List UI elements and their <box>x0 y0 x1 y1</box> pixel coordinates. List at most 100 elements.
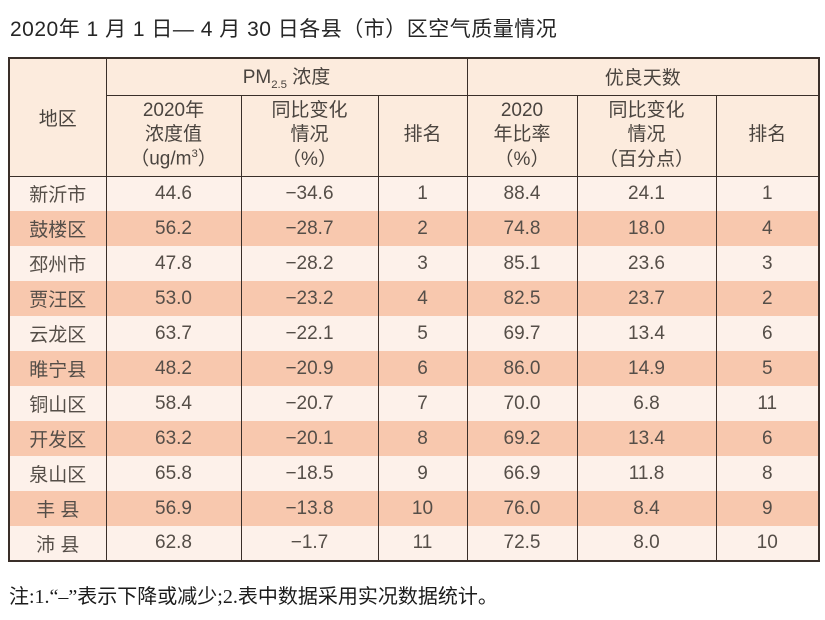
pm25-value-header: 2020年 浓度值 （ug/m3） <box>105 94 242 177</box>
region-cell: 云龙区 <box>8 316 107 351</box>
header-line: 情况 <box>627 124 666 146</box>
good-days-change-cell: 13.4 <box>576 421 717 456</box>
header-line: 浓度值 <box>144 124 202 146</box>
pm25-change-cell: −20.9 <box>240 351 379 386</box>
pm25-value-cell: 53.0 <box>105 281 242 316</box>
good-days-rank-cell: 1 <box>715 176 820 211</box>
good-days-rank-cell: 6 <box>715 421 820 456</box>
pm25-value-cell: 65.8 <box>105 456 242 491</box>
pm25-change-header: 同比变化 情况 （%） <box>240 94 379 177</box>
pm25-rank-cell: 3 <box>377 246 468 281</box>
page-title: 2020年 1 月 1 日— 4 月 30 日各县（市）区空气质量情况 <box>10 18 558 41</box>
good-days-rate-cell: 86.0 <box>466 351 578 386</box>
pm25-change-cell: −20.1 <box>240 421 379 456</box>
pm25-change-cell: −23.2 <box>240 281 379 316</box>
pm25-value-cell: 56.2 <box>105 211 242 246</box>
table-row: 新沂市 44.6 −34.6 1 88.4 24.1 1 <box>8 176 820 211</box>
table-row: 鼓楼区 56.2 −28.7 2 74.8 18.0 4 <box>8 211 820 246</box>
header-line: 2020年 <box>142 99 205 121</box>
pm25-subscript: 2.5 <box>271 79 288 92</box>
region-header-label: 地区 <box>38 108 77 130</box>
good-days-change-cell: 23.7 <box>576 281 717 316</box>
unit-superscript: 3 <box>191 148 198 161</box>
region-cell: 睢宁县 <box>8 351 107 386</box>
good-days-rank-cell: 9 <box>715 491 820 526</box>
table-row: 沛 县 62.8 −1.7 11 72.5 8.0 10 <box>8 526 820 561</box>
region-cell: 丰 县 <box>8 491 107 526</box>
column-header-row: 2020年 浓度值 （ug/m3） 同比变化 情况 （%） 排名 2020 年比… <box>9 94 820 177</box>
good-days-rate-cell: 82.5 <box>466 281 578 316</box>
region-cell: 鼓楼区 <box>8 211 107 246</box>
good-days-rank-cell: 4 <box>715 211 820 246</box>
region-cell: 沛 县 <box>8 526 107 561</box>
pm25-value-cell: 44.6 <box>105 176 242 211</box>
pm25-value-cell: 48.2 <box>105 351 242 386</box>
pm25-rank-cell: 9 <box>377 456 468 491</box>
pm25-change-cell: −22.1 <box>240 316 379 351</box>
pm25-rank-cell: 8 <box>377 421 468 456</box>
good-days-change-cell: 8.0 <box>576 526 717 561</box>
table-row: 贾汪区 53.0 −23.2 4 82.5 23.7 2 <box>8 281 820 316</box>
good-days-rate-header: 2020 年比率 （%） <box>466 94 578 177</box>
good-days-rate-cell: 74.8 <box>466 211 578 246</box>
good-days-rank-cell: 5 <box>715 351 820 386</box>
header-line: 同比变化 <box>271 100 348 122</box>
pm25-value-cell: 63.2 <box>105 421 242 456</box>
pm25-rank-cell: 1 <box>377 176 468 211</box>
good-days-rate-cell: 66.9 <box>466 456 578 491</box>
region-cell: 泉山区 <box>8 456 107 491</box>
good-days-group-header: 优良天数 <box>466 57 820 96</box>
good-days-rank-cell: 6 <box>715 316 820 351</box>
pm25-value-cell: 47.8 <box>105 246 242 281</box>
good-days-change-cell: 14.9 <box>576 351 717 386</box>
good-days-rank-cell: 10 <box>715 526 820 561</box>
good-days-change-cell: 13.4 <box>576 316 717 351</box>
pm25-rank-cell: 2 <box>377 211 468 246</box>
table-row: 云龙区 63.7 −22.1 5 69.7 13.4 6 <box>8 316 820 351</box>
air-quality-table: 地区 PM2.5 浓度 优良天数 2020年 浓度值 （ug/m3） 同比变化 … <box>8 57 820 562</box>
pm25-value-cell: 63.7 <box>105 316 242 351</box>
good-days-rank-cell: 8 <box>715 456 820 491</box>
good-days-rate-cell: 85.1 <box>466 246 578 281</box>
header-line: （%） <box>494 148 550 170</box>
pm25-change-cell: −20.7 <box>240 386 379 421</box>
good-days-rate-cell: 70.0 <box>466 386 578 421</box>
pm25-change-cell: −18.5 <box>240 456 379 491</box>
region-column-header: 地区 <box>8 57 107 177</box>
region-cell: 贾汪区 <box>8 281 107 316</box>
region-cell: 新沂市 <box>8 176 107 211</box>
table-row: 开发区 63.2 −20.1 8 69.2 13.4 6 <box>8 421 820 456</box>
good-days-change-cell: 18.0 <box>576 211 717 246</box>
good-days-rate-cell: 88.4 <box>466 176 578 211</box>
good-days-change-cell: 6.8 <box>576 386 717 421</box>
good-days-rank-cell: 3 <box>715 246 820 281</box>
table-row: 泉山区 65.8 −18.5 9 66.9 11.8 8 <box>8 456 820 491</box>
pm25-rank-header: 排名 <box>377 94 468 177</box>
unit-prefix: （ug/m <box>130 148 192 170</box>
good-days-rate-cell: 72.5 <box>466 526 578 561</box>
good-days-change-cell: 24.1 <box>576 176 717 211</box>
header-line: 年比率 <box>493 124 551 146</box>
good-days-rank-header: 排名 <box>715 94 820 177</box>
pm25-rank-cell: 10 <box>377 491 468 526</box>
pm25-rank-cell: 5 <box>377 316 468 351</box>
pm25-label-suffix: 浓度 <box>287 67 331 89</box>
pm25-rank-cell: 7 <box>377 386 468 421</box>
region-cell: 铜山区 <box>8 386 107 421</box>
header-line: （百分点） <box>598 148 694 170</box>
table-row: 邳州市 47.8 −28.2 3 85.1 23.6 3 <box>8 246 820 281</box>
pm25-group-header: PM2.5 浓度 <box>105 57 468 96</box>
good-days-rank-cell: 11 <box>715 386 820 421</box>
table-row: 丰 县 56.9 −13.8 10 76.0 8.4 9 <box>8 491 820 526</box>
pm25-rank-cell: 4 <box>377 281 468 316</box>
pm25-change-cell: −1.7 <box>240 526 379 561</box>
pm25-label-prefix: PM <box>242 67 272 89</box>
good-days-change-cell: 8.4 <box>576 491 717 526</box>
pm25-value-cell: 58.4 <box>105 386 242 421</box>
table-header: 地区 PM2.5 浓度 优良天数 2020年 浓度值 （ug/m3） 同比变化 … <box>8 57 820 177</box>
region-cell: 邳州市 <box>8 246 107 281</box>
table-row: 铜山区 58.4 −20.7 7 70.0 6.8 11 <box>8 386 820 421</box>
header-line: 情况 <box>290 124 329 146</box>
pm25-value-cell: 56.9 <box>105 491 242 526</box>
